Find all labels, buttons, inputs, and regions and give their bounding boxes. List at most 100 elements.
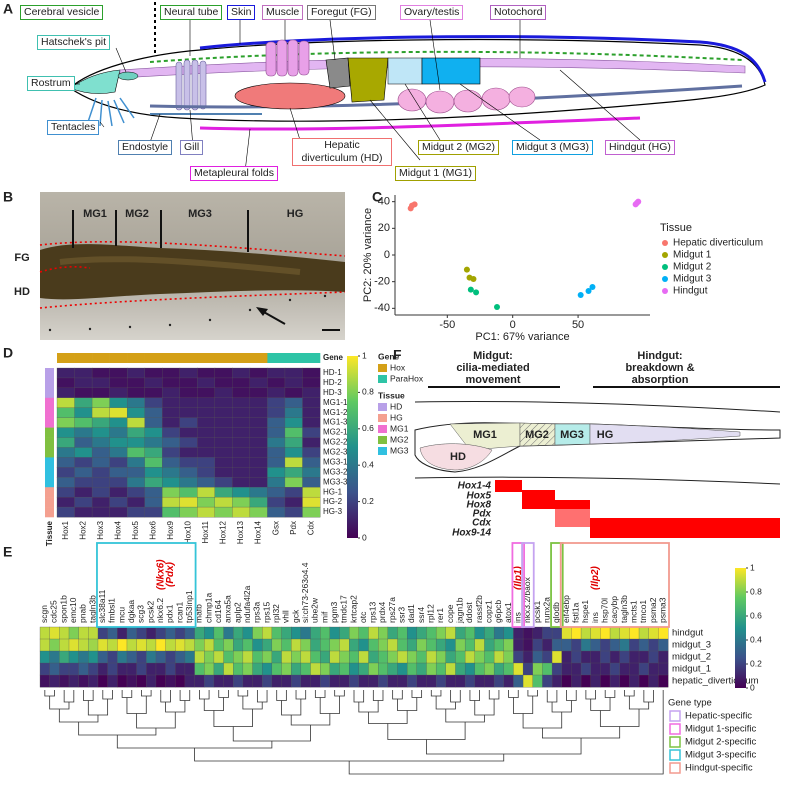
legend-label: Hepatic-specific <box>685 711 752 722</box>
dendrogram-branch <box>624 690 635 697</box>
heat-cell <box>629 674 640 688</box>
row-label: HD-1 <box>323 368 342 377</box>
heat-cell <box>165 650 176 664</box>
heat-cell <box>88 662 99 676</box>
heat-cell <box>91 437 111 448</box>
heat-cell <box>197 496 216 508</box>
panel-letter: F <box>393 347 402 363</box>
gene-label: ins <box>590 612 600 623</box>
heat-cell <box>232 397 251 409</box>
heat-cell <box>214 427 233 438</box>
heat-cell <box>291 662 302 676</box>
heat-cell <box>580 650 592 664</box>
heat-cell <box>179 417 198 429</box>
heat-cell <box>513 638 524 652</box>
scatter-point <box>467 286 474 293</box>
structure-label: Midgut 1 (MG1) <box>395 166 476 181</box>
row-label: HG-2 <box>323 497 343 506</box>
gene-label: runx2a <box>541 597 551 623</box>
scatter-point <box>589 284 596 290</box>
structure-label: Gill <box>180 140 204 155</box>
structure-label: Notochord <box>490 5 547 20</box>
heat-cell <box>378 650 389 664</box>
heat-cell <box>232 487 251 498</box>
legend-label: ParaHox <box>390 373 424 383</box>
column-label: Hox2 <box>78 520 87 539</box>
heat-cell <box>179 397 198 409</box>
heat-cell <box>144 417 163 429</box>
y-tick-label: 0 <box>384 249 390 261</box>
heat-cell <box>503 662 514 676</box>
colorbar-label: 0 <box>750 682 755 692</box>
legend-label: Midgut 2-specific <box>685 737 757 748</box>
heat-cell <box>435 674 447 688</box>
heat-cell <box>162 387 181 399</box>
dendrogram-branch <box>256 690 268 703</box>
heat-cell <box>74 417 93 429</box>
gene-label: chmp1a <box>203 592 213 623</box>
heat-cell <box>267 407 286 419</box>
heat-cell <box>197 467 216 478</box>
structure-label: Midgut 2 (MG2) <box>418 140 499 155</box>
dendrogram-branch <box>387 722 466 740</box>
heat-cell <box>445 650 456 664</box>
structure-label: Endostyle <box>118 140 173 155</box>
row-label: HG-1 <box>323 487 343 496</box>
heat-cell <box>302 377 321 389</box>
gene-type-box <box>559 542 670 628</box>
heat-cell <box>513 626 524 640</box>
gene-label: ddost <box>464 602 474 623</box>
heat-cell <box>284 487 303 498</box>
heat-cell <box>109 397 128 409</box>
heat-cell <box>464 674 476 688</box>
heat-cell <box>638 626 650 640</box>
heat-cell <box>126 467 146 478</box>
heat-cell <box>107 626 118 640</box>
heat-cell <box>109 457 128 468</box>
structure-label: Rostrum <box>27 76 75 91</box>
heat-cell <box>252 674 263 688</box>
gene-label: Cdx <box>472 518 491 529</box>
heat-cell <box>204 662 215 676</box>
heat-cell <box>532 674 543 688</box>
heat-cell <box>503 626 514 640</box>
legend-swatch <box>669 710 681 722</box>
heat-cell <box>56 427 75 438</box>
heat-cell <box>91 506 111 518</box>
tissue-annotation <box>45 437 54 448</box>
heat-cell <box>91 427 111 438</box>
dendrogram-branch <box>141 690 152 697</box>
heat-cell <box>658 674 669 688</box>
heat-cell <box>49 662 60 676</box>
heat-cell <box>126 477 146 488</box>
gene-label: ube2w <box>310 597 320 623</box>
heat-cell <box>302 387 321 399</box>
gene-label: nkx3.2/baox <box>522 576 532 623</box>
heat-cell <box>249 437 268 448</box>
heat-cell <box>291 638 302 652</box>
heat-cell <box>493 650 505 664</box>
tissue-annotation <box>45 407 54 418</box>
y-tick-label: -20 <box>374 276 390 288</box>
colorbar-label: 0.6 <box>362 423 374 433</box>
colorbar-label: 0.2 <box>362 496 374 506</box>
heat-cell <box>281 662 292 676</box>
heat-cell <box>91 367 111 379</box>
gene-label: scg3 <box>136 605 146 623</box>
heat-cell <box>197 477 216 488</box>
structure-label: Ovary/testis <box>400 5 464 20</box>
gene-type-box <box>96 542 197 628</box>
heat-cell <box>609 638 621 652</box>
heat-cell <box>629 650 640 664</box>
gene-label: aplp2 <box>232 602 242 623</box>
y-tick-label: -40 <box>374 302 390 314</box>
heat-cell <box>97 626 109 640</box>
heat-cell <box>213 662 225 676</box>
gene-label: cacybp <box>609 596 619 623</box>
heat-cell <box>117 674 128 688</box>
heat-cell <box>600 626 611 640</box>
dendrogram-branch <box>527 690 538 697</box>
dendrogram-branch <box>546 690 558 703</box>
gene-label: tp53inp1 <box>184 590 194 623</box>
dendrogram-branch <box>450 690 461 703</box>
